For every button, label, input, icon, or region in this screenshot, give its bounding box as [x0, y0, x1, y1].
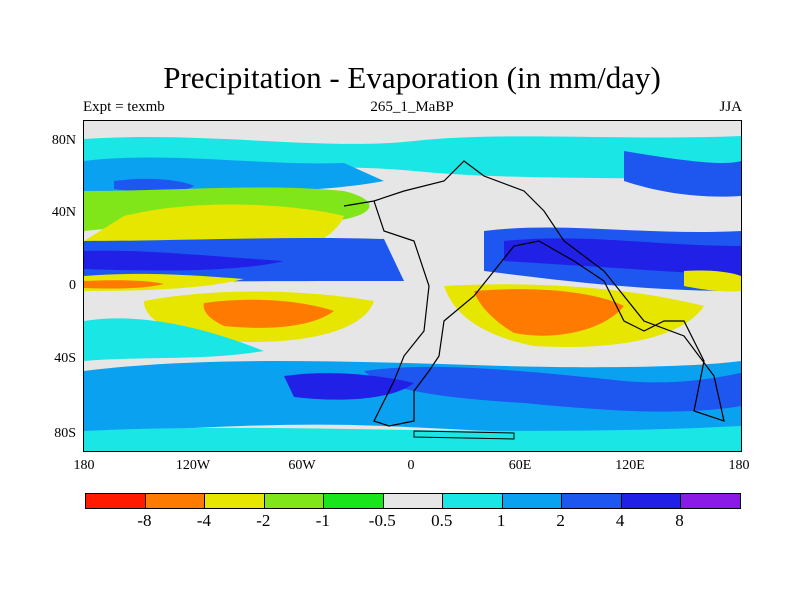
- antarctic-outline: [413, 430, 515, 440]
- colorbar-swatch: [502, 494, 563, 508]
- season-label: JJA: [719, 99, 742, 115]
- colorbar-label: 8: [675, 511, 684, 530]
- colorbar-swatch: [681, 494, 741, 508]
- lon-tick-label: 180: [73, 458, 95, 473]
- colorbar-label: 1: [496, 511, 506, 530]
- continent-outline: [343, 160, 725, 427]
- field-region: [203, 299, 334, 328]
- lat-tick-label: 80N: [51, 133, 76, 148]
- field-region: [474, 289, 624, 336]
- field-region: [624, 151, 741, 197]
- lon-tick-label: 120W: [175, 458, 211, 473]
- colorbar-swatch: [562, 494, 622, 508]
- lon-tick-label: 60E: [508, 458, 532, 473]
- field-region: [84, 318, 264, 361]
- lon-tick-label: 120E: [615, 458, 645, 473]
- lon-tick-label: 60W: [288, 458, 316, 473]
- field-region: [364, 366, 741, 412]
- map-panel: [83, 120, 742, 452]
- field-plot: [84, 121, 741, 451]
- colorbar: [85, 493, 741, 509]
- colorbar-label: 0.5: [431, 511, 453, 530]
- field-region: [684, 270, 741, 292]
- colorbar-swatch: [145, 494, 206, 508]
- lat-tick-label: 0: [69, 278, 76, 293]
- time-label: 265_1_MaBP: [370, 99, 454, 115]
- colorbar-label: -0.5: [368, 511, 396, 530]
- colorbar-label: -8: [137, 511, 152, 530]
- colorbar-label: -2: [256, 511, 271, 530]
- lon-tick-label: 0: [407, 458, 415, 473]
- lat-tick-label: 40S: [54, 351, 76, 366]
- colorbar-swatch: [621, 494, 682, 508]
- colorbar-label: 4: [615, 511, 625, 530]
- field-region: [84, 426, 741, 451]
- colorbar-swatch: [86, 494, 146, 508]
- colorbar-label: 2: [556, 511, 565, 530]
- field-region: [114, 178, 194, 192]
- colorbar-swatch: [383, 494, 444, 508]
- experiment-label: Expt = texmb: [83, 99, 165, 115]
- colorbar-label: -1: [315, 511, 330, 530]
- colorbar-label: -4: [196, 511, 211, 530]
- colorbar-swatch: [324, 494, 384, 508]
- lon-tick-label: 180: [728, 458, 750, 473]
- field-region: [84, 280, 164, 289]
- colorbar-swatch: [443, 494, 503, 508]
- field-region: [504, 238, 741, 276]
- field-region: [84, 136, 741, 181]
- colorbar-swatch: [205, 494, 265, 508]
- lat-tick-label: 80S: [54, 426, 76, 441]
- lat-tick-label: 40N: [51, 205, 76, 220]
- field-region: [84, 250, 284, 271]
- field-region: [284, 373, 414, 400]
- map-title: Precipitation - Evaporation (in mm/day): [163, 60, 661, 95]
- colorbar-swatch: [264, 494, 325, 508]
